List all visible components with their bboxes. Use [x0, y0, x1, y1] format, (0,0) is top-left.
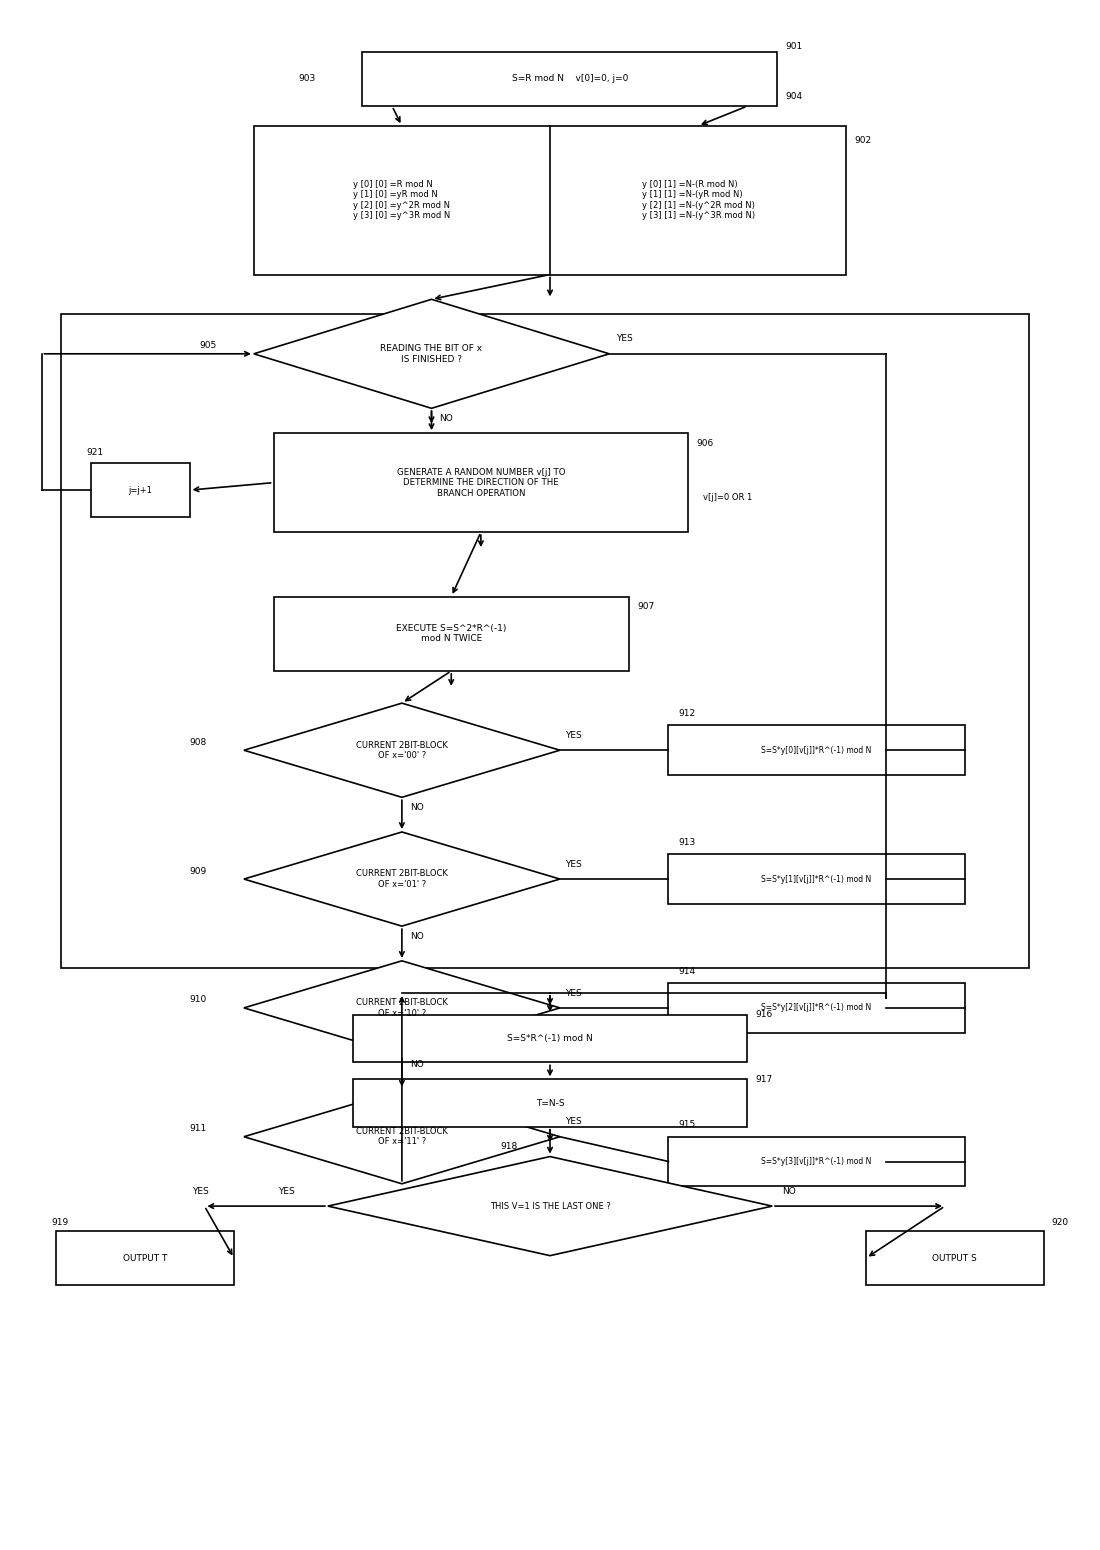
- Text: NO: NO: [410, 1060, 424, 1069]
- Text: S=S*y[2][v[j]]*R^(-1) mod N: S=S*y[2][v[j]]*R^(-1) mod N: [761, 1003, 871, 1012]
- Text: y [0] [1] =N-(R mod N)
y [1] [1] =N-(yR mod N)
y [2] [1] =N-(y^2R mod N)
y [3] [: y [0] [1] =N-(R mod N) y [1] [1] =N-(yR …: [641, 180, 755, 220]
- Text: 912: 912: [679, 708, 695, 718]
- Bar: [866, 1231, 1044, 1285]
- Bar: [669, 854, 965, 904]
- Text: YES: YES: [616, 335, 632, 344]
- Text: 921: 921: [86, 448, 103, 457]
- Bar: [274, 597, 629, 671]
- Text: NO: NO: [410, 932, 424, 941]
- Polygon shape: [244, 832, 560, 927]
- Text: 906: 906: [696, 439, 714, 448]
- Text: 901: 901: [785, 42, 802, 51]
- Text: YES: YES: [564, 989, 582, 998]
- Polygon shape: [328, 1156, 772, 1256]
- Text: 910: 910: [189, 995, 207, 1004]
- Bar: [669, 1136, 965, 1186]
- Text: CURRENT 2BIT-BLOCK
OF x='10' ?: CURRENT 2BIT-BLOCK OF x='10' ?: [356, 998, 448, 1018]
- Text: 916: 916: [756, 1011, 772, 1020]
- Text: S=S*y[0][v[j]]*R^(-1) mod N: S=S*y[0][v[j]]*R^(-1) mod N: [761, 746, 872, 755]
- Text: y [0] [0] =R mod N
y [1] [0] =yR mod N
y [2] [0] =y^2R mod N
y [3] [0] =y^3R mod: y [0] [0] =R mod N y [1] [0] =yR mod N y…: [353, 180, 451, 220]
- Text: 907: 907: [637, 601, 654, 611]
- Text: 902: 902: [854, 136, 871, 146]
- Bar: [62, 315, 1028, 969]
- Text: READING THE BIT OF x
IS FINISHED ?: READING THE BIT OF x IS FINISHED ?: [381, 344, 483, 364]
- Text: 903: 903: [298, 74, 316, 84]
- Text: GENERATE A RANDOM NUMBER v[j] TO
DETERMINE THE DIRECTION OF THE
BRANCH OPERATION: GENERATE A RANDOM NUMBER v[j] TO DETERMI…: [397, 468, 565, 498]
- Text: S=S*R^(-1) mod N: S=S*R^(-1) mod N: [507, 1034, 593, 1043]
- Text: S=R mod N    v[0]=0, j=0: S=R mod N v[0]=0, j=0: [512, 74, 628, 84]
- Text: 915: 915: [679, 1121, 695, 1130]
- Text: 913: 913: [679, 839, 695, 846]
- Bar: [669, 983, 965, 1032]
- Text: CURRENT 2BIT-BLOCK
OF x='00' ?: CURRENT 2BIT-BLOCK OF x='00' ?: [356, 741, 448, 760]
- Text: 908: 908: [189, 738, 207, 747]
- Text: 911: 911: [189, 1124, 207, 1133]
- Text: YES: YES: [278, 1187, 295, 1195]
- Text: OUTPUT T: OUTPUT T: [123, 1254, 167, 1263]
- Text: 920: 920: [1052, 1218, 1069, 1228]
- Text: T=N-S: T=N-S: [536, 1099, 564, 1108]
- Text: YES: YES: [564, 732, 582, 739]
- Text: S=S*y[3][v[j]]*R^(-1) mod N: S=S*y[3][v[j]]*R^(-1) mod N: [761, 1156, 872, 1166]
- Bar: [274, 432, 689, 532]
- Text: 914: 914: [679, 967, 695, 976]
- Bar: [56, 1231, 234, 1285]
- Polygon shape: [244, 1090, 560, 1184]
- Text: CURRENT 2BIT-BLOCK
OF x='11' ?: CURRENT 2BIT-BLOCK OF x='11' ?: [356, 1127, 448, 1147]
- Text: NO: NO: [782, 1187, 795, 1195]
- Text: YES: YES: [192, 1187, 209, 1195]
- Bar: [91, 463, 189, 518]
- Text: NO: NO: [439, 414, 453, 423]
- Bar: [352, 1015, 748, 1062]
- Bar: [352, 1079, 748, 1127]
- Polygon shape: [254, 299, 609, 408]
- Text: NO: NO: [410, 803, 424, 812]
- Text: 904: 904: [785, 91, 802, 101]
- Text: 905: 905: [199, 341, 217, 350]
- Polygon shape: [244, 704, 560, 797]
- Text: 918: 918: [500, 1142, 518, 1152]
- Text: CURRENT 2BIT-BLOCK
OF x='01' ?: CURRENT 2BIT-BLOCK OF x='01' ?: [356, 870, 448, 888]
- Text: OUTPUT S: OUTPUT S: [933, 1254, 977, 1263]
- Bar: [669, 725, 965, 775]
- Bar: [362, 51, 777, 105]
- Text: YES: YES: [564, 1118, 582, 1127]
- Text: 909: 909: [189, 866, 207, 876]
- Text: 919: 919: [52, 1218, 68, 1228]
- Polygon shape: [244, 961, 560, 1056]
- Text: 917: 917: [756, 1074, 772, 1083]
- Text: S=S*y[1][v[j]]*R^(-1) mod N: S=S*y[1][v[j]]*R^(-1) mod N: [761, 874, 871, 883]
- Text: v[j]=0 OR 1: v[j]=0 OR 1: [703, 493, 752, 502]
- Text: j=j+1: j=j+1: [129, 485, 152, 494]
- Text: EXECUTE S=S^2*R^(-1)
mod N TWICE: EXECUTE S=S^2*R^(-1) mod N TWICE: [396, 625, 506, 643]
- Text: YES: YES: [564, 860, 582, 868]
- Text: THIS V=1 IS THE LAST ONE ?: THIS V=1 IS THE LAST ONE ?: [490, 1201, 610, 1211]
- Bar: [254, 126, 846, 274]
